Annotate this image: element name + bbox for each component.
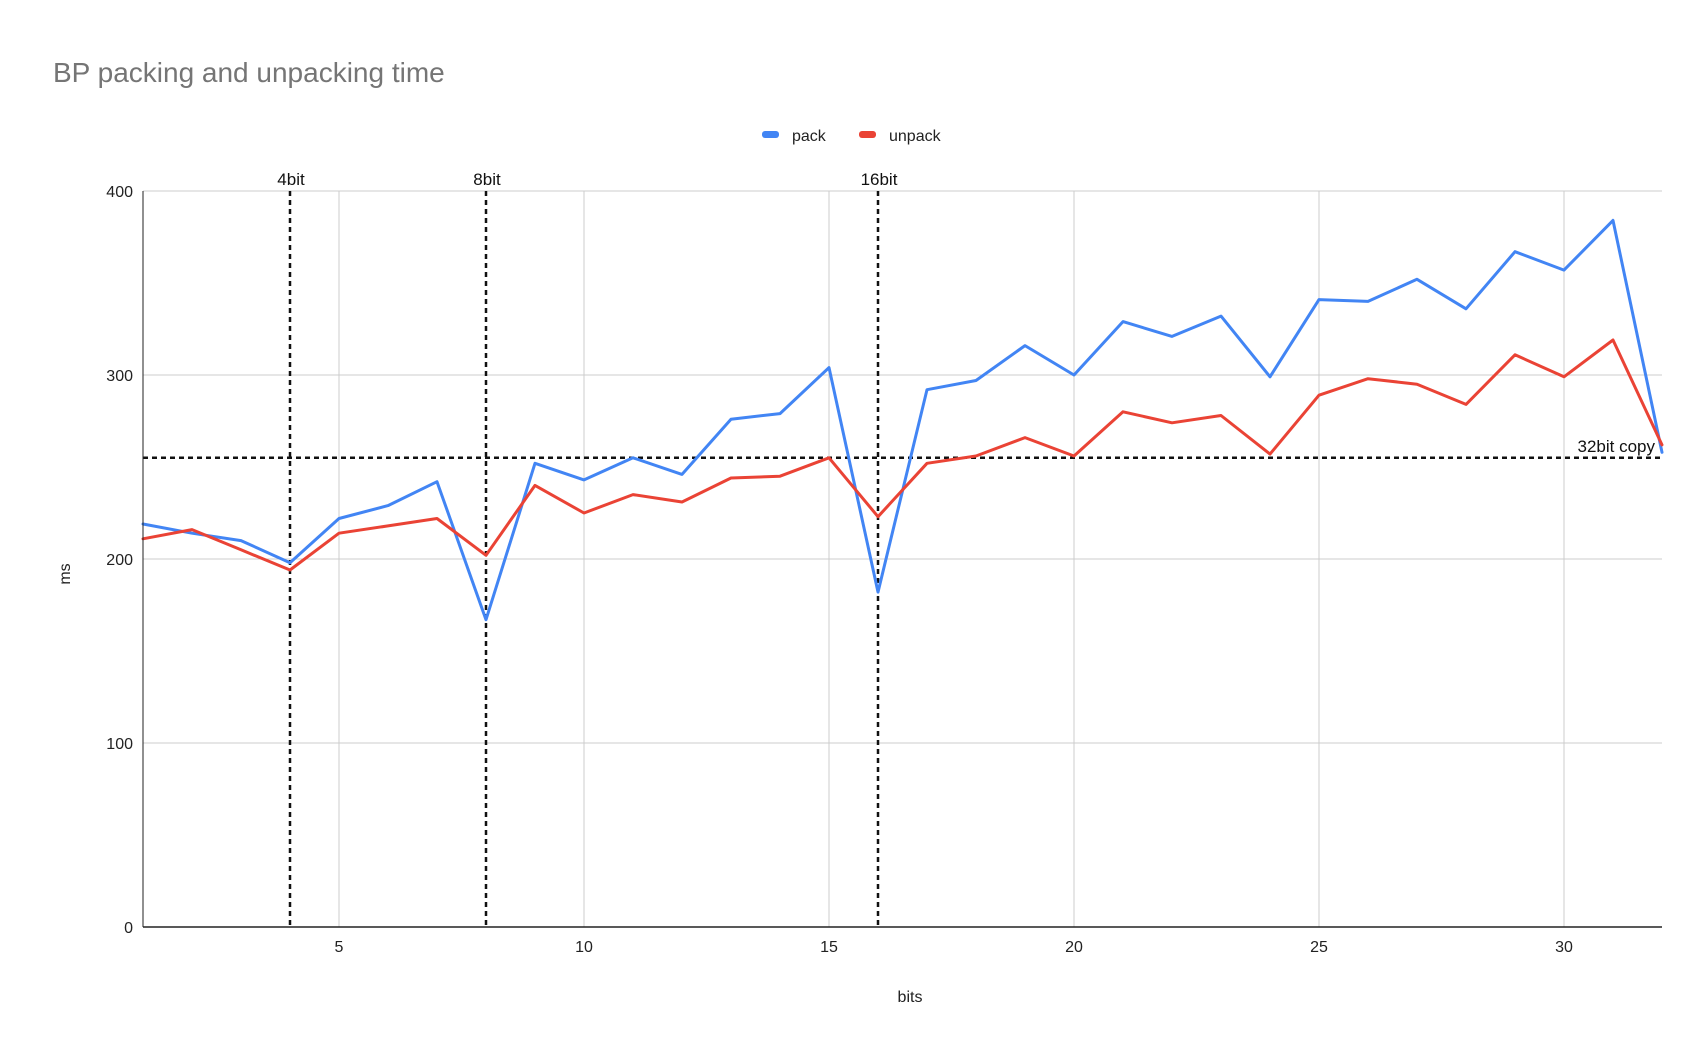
series-line-unpack (141, 338, 1664, 572)
legend-label-unpack: unpack (889, 128, 942, 145)
x-axis-title: bits (898, 989, 923, 1006)
x-tick-label: 20 (1065, 939, 1083, 956)
series-line-pack (141, 218, 1664, 622)
legend-swatch-unpack (859, 131, 876, 138)
y-tick-label: 200 (106, 552, 133, 569)
marker-lines: 4bit 8bit 16bit 32bit copy (143, 170, 1662, 927)
legend-swatch-pack (762, 131, 779, 138)
vertical-marker-label: 16bit (861, 170, 898, 189)
y-axis-title: ms (57, 563, 74, 584)
legend: pack unpack (762, 128, 942, 145)
y-tick-label: 400 (106, 184, 133, 201)
x-tick-label: 5 (335, 939, 344, 956)
y-tick-label: 100 (106, 736, 133, 753)
y-tick-label: 0 (124, 920, 133, 937)
chart-title: BP packing and unpacking time (53, 57, 445, 88)
grid-lines (143, 190, 1662, 927)
legend-label-pack: pack (792, 128, 827, 145)
y-tick-label: 300 (106, 368, 133, 385)
x-tick-label: 30 (1555, 939, 1573, 956)
vertical-marker-label: 4bit (277, 170, 305, 189)
x-tick-label: 25 (1310, 939, 1328, 956)
horizontal-marker-label: 32bit copy (1578, 437, 1656, 456)
series-lines (141, 218, 1664, 622)
x-tick-label: 10 (575, 939, 593, 956)
axes: 0 100 200 300 400 5 10 15 20 25 30 (106, 184, 1662, 956)
x-tick-label: 15 (820, 939, 838, 956)
vertical-marker-label: 8bit (473, 170, 501, 189)
